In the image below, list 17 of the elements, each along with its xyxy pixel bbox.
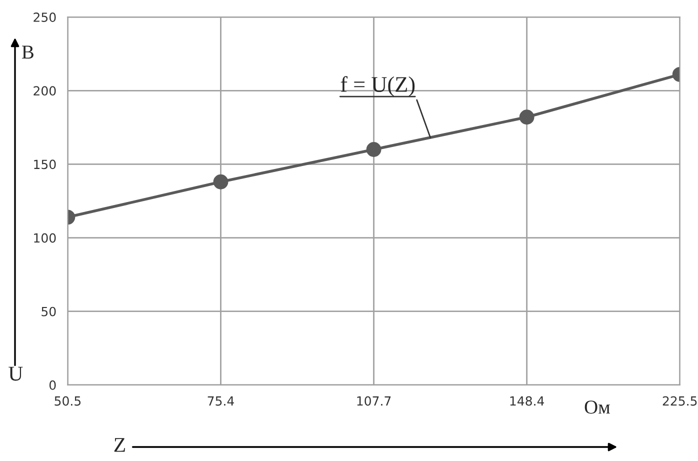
y-axis-title: U: [8, 366, 23, 381]
y-tick-label: 50: [42, 306, 56, 316]
x-tick-label: 50.5: [54, 396, 81, 406]
y-tick-label: 200: [34, 86, 56, 96]
text: Ом: [584, 400, 610, 414]
y-tick-label: 150: [34, 160, 56, 170]
x-tick-label: 107.7: [357, 396, 391, 406]
x-tick-label: 75.4: [208, 396, 234, 406]
x-tick-label: 148.4: [510, 396, 544, 406]
point: [366, 142, 382, 157]
y-tick-label: 0: [49, 380, 56, 390]
annotation: f = U(Z): [340, 76, 415, 97]
y-tick-label: 100: [34, 233, 56, 243]
x-tick-label: 225.5: [662, 396, 697, 406]
y-tick-label: 250: [34, 12, 56, 22]
text: В: [22, 46, 34, 59]
x-axis-title: Z: [114, 438, 125, 452]
